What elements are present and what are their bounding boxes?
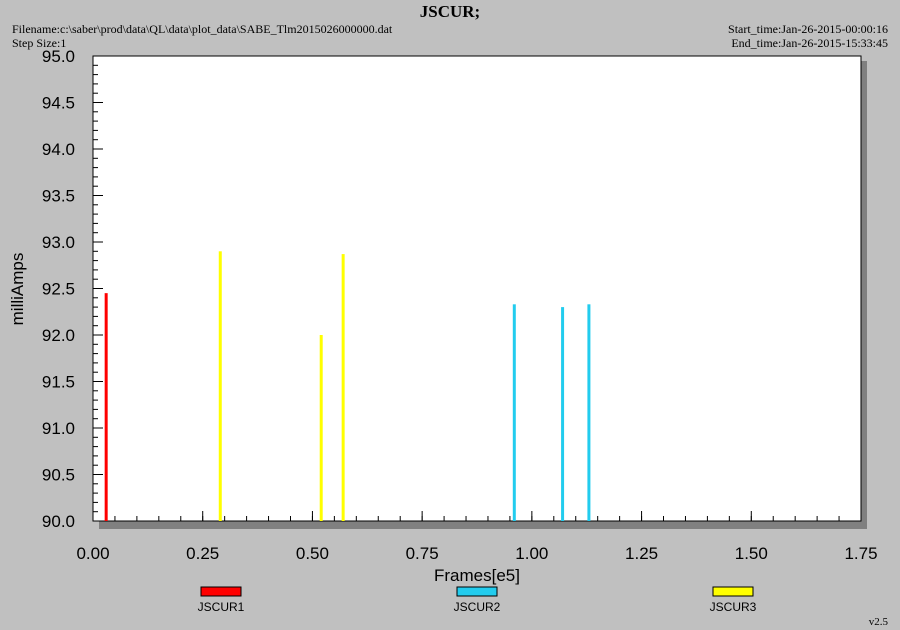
bar-jscur3	[218, 251, 222, 522]
x-tick-label: 0.75	[406, 544, 439, 563]
y-tick-label: 91.5	[42, 373, 75, 392]
end-time-label: End_time:Jan-26-2015-15:33:45	[731, 36, 888, 50]
x-tick-label: 1.00	[515, 544, 548, 563]
y-tick-label: 94.0	[42, 140, 75, 159]
y-tick-label: 94.5	[42, 94, 75, 113]
y-tick-label: 92.0	[42, 326, 75, 345]
legend-label-jscur2: JSCUR2	[454, 600, 501, 614]
page-title: JSCUR;	[419, 2, 481, 21]
legend-swatch-jscur2	[456, 586, 498, 597]
x-tick-label: 0.00	[76, 544, 109, 563]
bar-jscur2	[512, 304, 516, 521]
x-tick-label: 1.75	[844, 544, 877, 563]
plot-area	[92, 55, 862, 522]
x-tick-label: 0.25	[186, 544, 219, 563]
legend-swatch-jscur1	[200, 586, 242, 597]
y-tick-label: 93.5	[42, 187, 75, 206]
bar-jscur2	[561, 307, 565, 521]
legend-label-jscur1: JSCUR1	[198, 600, 245, 614]
start-time-label: Start_time:Jan-26-2015-00:00:16	[728, 22, 888, 36]
bar-jscur3	[319, 335, 323, 521]
legend-label-jscur3: JSCUR3	[710, 600, 757, 614]
step-size-label: Step Size:1	[12, 36, 67, 50]
x-tick-label: 1.50	[735, 544, 768, 563]
y-tick-label: 90.5	[42, 466, 75, 485]
y-tick-label: 93.0	[42, 233, 75, 252]
bar-jscur1	[104, 293, 108, 521]
x-axis-title: Frames[e5]	[434, 566, 520, 585]
legend-swatch-jscur3	[712, 586, 754, 597]
y-tick-label: 91.0	[42, 419, 75, 438]
y-tick-label: 95.0	[42, 47, 75, 66]
x-tick-label: 1.25	[625, 544, 658, 563]
version-label: v2.5	[868, 616, 888, 628]
bar-jscur3	[341, 254, 345, 521]
y-tick-label: 90.0	[42, 512, 75, 531]
bar-jscur2	[587, 304, 591, 521]
y-axis-title: milliAmps	[8, 253, 27, 326]
x-tick-label: 0.50	[296, 544, 329, 563]
y-tick-label: 92.5	[42, 280, 75, 299]
filename-label: Filename:c:\saber\prod\data\QL\data\plot…	[12, 22, 393, 36]
